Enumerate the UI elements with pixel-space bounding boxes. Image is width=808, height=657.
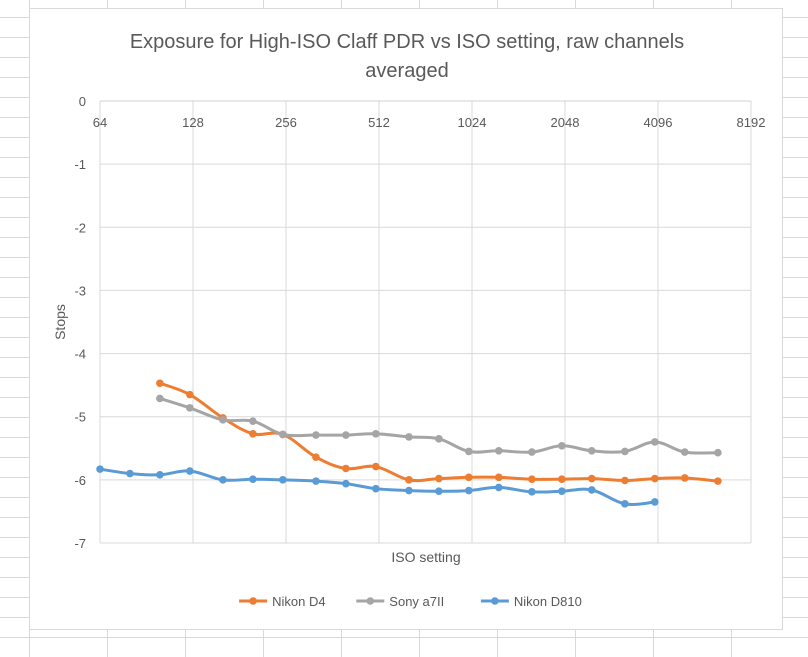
chart-area[interactable]	[29, 8, 783, 630]
legend-label-nikon-d4: Nikon D4	[272, 594, 325, 609]
data-point-nikon-d810	[465, 486, 473, 495]
data-point-nikon-d4	[528, 475, 536, 484]
data-point-nikon-d810	[405, 486, 413, 495]
data-point-nikon-d4	[714, 477, 722, 485]
data-point-nikon-d4	[465, 473, 473, 482]
data-point-sony-a7ii	[587, 447, 596, 455]
data-point-sony-a7ii	[219, 416, 227, 424]
data-point-nikon-d4	[435, 474, 443, 483]
chart-title-line-1: Exposure for High-ISO Claff PDR vs ISO s…	[130, 31, 684, 53]
x-tick-label: 2048	[551, 115, 580, 130]
data-point-nikon-d810	[186, 467, 194, 475]
y-tick-label: -7	[74, 536, 86, 551]
data-point-sony-a7ii	[372, 429, 380, 438]
data-point-nikon-d810	[494, 483, 503, 492]
x-tick-label: 64	[93, 115, 107, 130]
data-point-sony-a7ii	[465, 447, 473, 456]
data-point-sony-a7ii	[156, 394, 164, 403]
y-tick-label: 0	[79, 94, 86, 109]
data-point-nikon-d810	[342, 479, 350, 488]
legend-marker-nikon-d4	[249, 597, 257, 605]
legend-label-nikon-d810: Nikon D810	[514, 594, 582, 609]
x-tick-label: 256	[275, 115, 297, 130]
series-group	[96, 379, 722, 508]
data-point-sony-a7ii	[279, 430, 287, 439]
data-point-nikon-d4	[249, 429, 257, 438]
data-point-nikon-d810	[219, 476, 227, 484]
data-point-nikon-d810	[126, 469, 134, 478]
x-tick-label: 128	[182, 115, 204, 130]
data-point-nikon-d4	[405, 476, 413, 484]
data-point-sony-a7ii	[528, 448, 536, 456]
data-point-sony-a7ii	[342, 431, 350, 439]
data-point-nikon-d810	[558, 487, 566, 496]
data-point-sony-a7ii	[186, 404, 194, 412]
data-point-nikon-d4	[372, 462, 380, 471]
y-tick-label: -2	[74, 220, 86, 235]
data-point-nikon-d4	[558, 475, 566, 484]
data-point-nikon-d810	[312, 477, 320, 485]
legend-label-sony-a7ii: Sony a7II	[389, 594, 444, 609]
data-point-nikon-d4	[312, 453, 320, 461]
series-line-sony-a7ii	[158, 396, 720, 455]
data-point-nikon-d810	[651, 498, 659, 506]
data-point-nikon-d4	[587, 474, 596, 483]
data-point-nikon-d4	[494, 473, 503, 482]
x-tick-label: 4096	[644, 115, 673, 130]
chart-title-line-2: averaged	[365, 60, 448, 82]
data-point-nikon-d810	[435, 487, 443, 496]
data-point-sony-a7ii	[249, 417, 257, 425]
data-point-sony-a7ii	[714, 448, 722, 457]
tick-labels: 0 -1 -2 -3 -4 -5 -6 -7 64 128 256 512 1024 2048 4096 81…	[74, 94, 765, 551]
x-axis-title: ISO setting	[391, 549, 460, 565]
y-axis-title: Stops	[52, 304, 68, 340]
data-point-nikon-d810	[621, 500, 629, 508]
data-point-sony-a7ii	[651, 438, 659, 446]
data-point-nikon-d810	[156, 471, 164, 479]
data-point-nikon-d4	[621, 476, 629, 485]
y-tick-label: -3	[74, 283, 86, 298]
x-tick-label: 512	[368, 115, 390, 130]
legend-marker-nikon-d810	[491, 597, 499, 605]
data-point-sony-a7ii	[312, 431, 320, 439]
data-point-sony-a7ii	[558, 441, 566, 450]
data-point-sony-a7ii	[494, 447, 503, 455]
data-point-nikon-d810	[96, 465, 104, 473]
gridlines	[99, 100, 752, 544]
y-tick-label: -5	[74, 410, 86, 425]
data-point-nikon-d4	[156, 379, 164, 388]
legend-marker-sony-a7ii	[366, 597, 375, 605]
data-point-nikon-d4	[651, 474, 659, 483]
data-point-nikon-d810	[372, 484, 380, 493]
data-point-nikon-d4	[342, 464, 350, 473]
data-point-nikon-d810	[587, 486, 596, 494]
data-point-sony-a7ii	[621, 447, 629, 456]
y-tick-label: -1	[74, 157, 86, 172]
y-tick-label: -6	[74, 473, 86, 488]
legend: Nikon D4 Sony a7II Nikon D810	[239, 594, 582, 609]
series-line-nikon-d4	[158, 381, 720, 483]
data-point-sony-a7ii	[405, 433, 413, 441]
data-point-sony-a7ii	[435, 435, 443, 443]
data-point-nikon-d4	[186, 390, 194, 399]
data-point-nikon-d810	[249, 475, 257, 484]
y-tick-label: -4	[74, 347, 86, 362]
data-point-nikon-d4	[680, 474, 689, 482]
data-point-sony-a7ii	[680, 448, 689, 456]
x-tick-label: 8192	[737, 115, 766, 130]
x-tick-label: 1024	[458, 115, 487, 130]
data-point-nikon-d810	[528, 488, 536, 496]
data-point-nikon-d810	[279, 476, 287, 484]
